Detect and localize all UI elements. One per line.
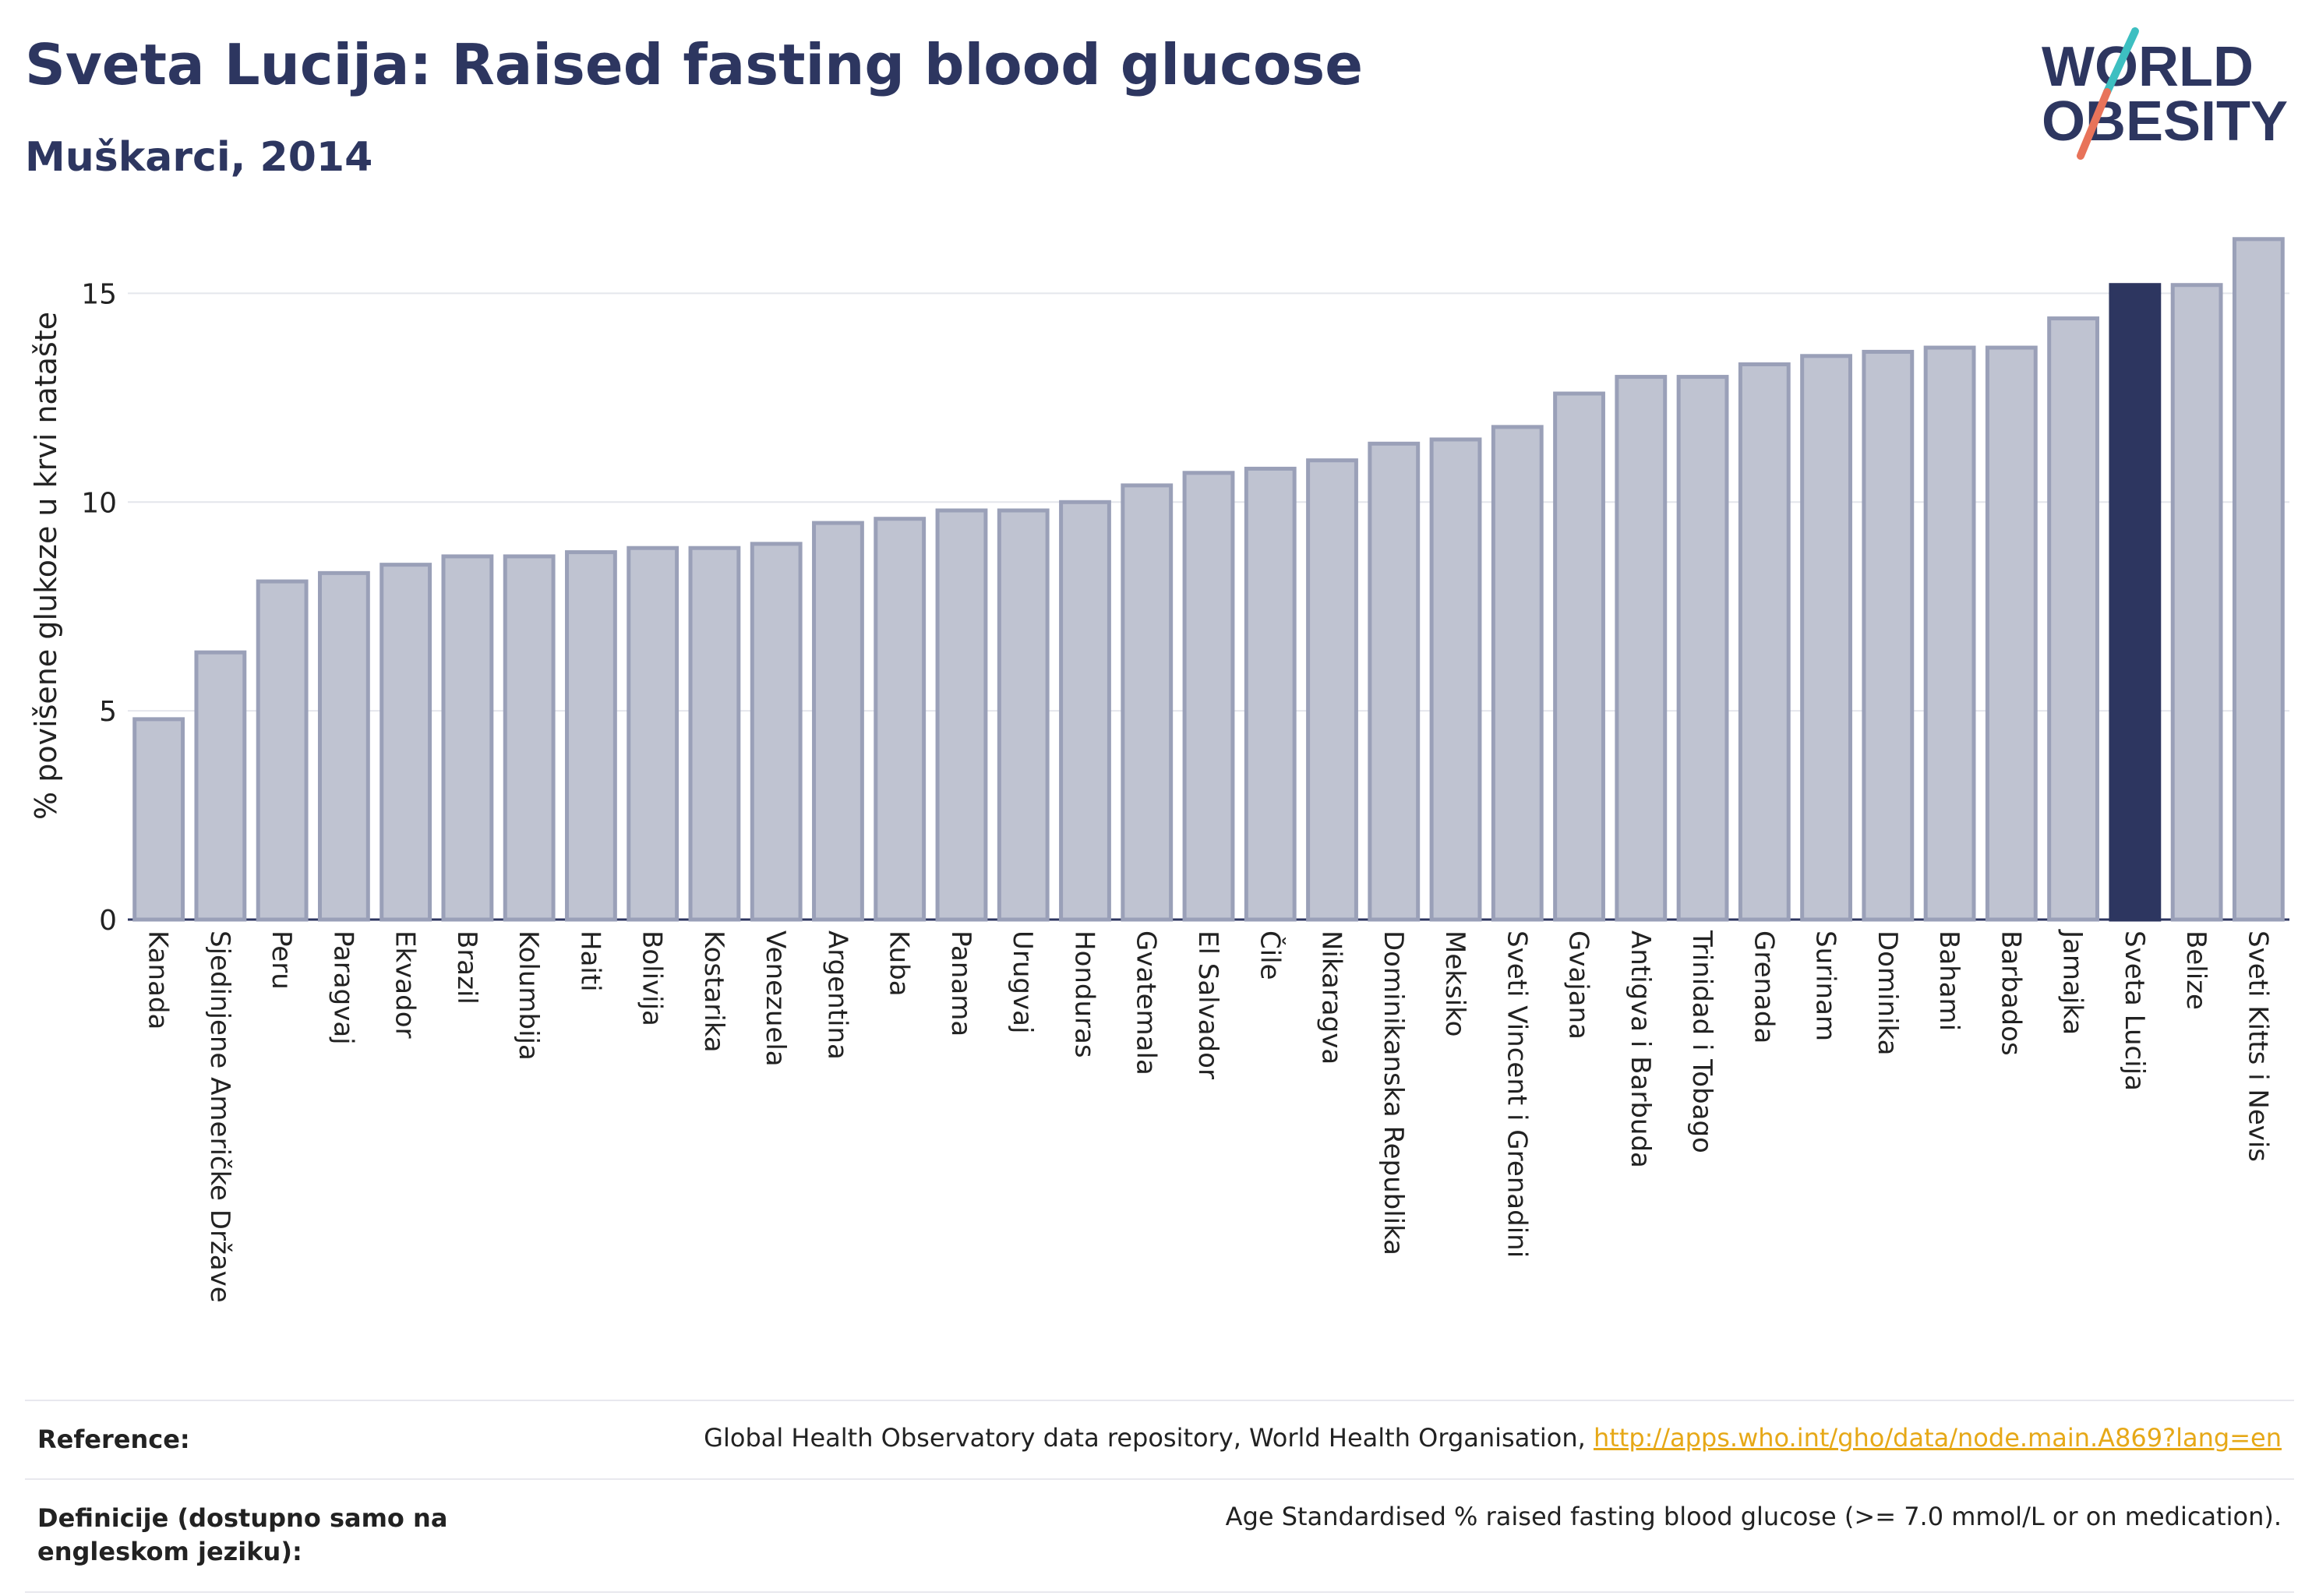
bar-16 [1121, 483, 1174, 922]
x-tick-label-25: Trinidad i Tobago [1686, 930, 1717, 1153]
x-tick-label-34: Sveti Kitts i Nevis [2242, 930, 2273, 1162]
reference-text: Global Health Observatory data repositor… [704, 1423, 1594, 1453]
footer-table: Reference: Global Health Observatory dat… [25, 1400, 2294, 1593]
reference-value: Global Health Observatory data repositor… [691, 1401, 2294, 1478]
bar-34 [2232, 237, 2285, 922]
bar-19 [1306, 458, 1358, 922]
logo-slash-red [2077, 88, 2111, 160]
bar-26 [1738, 362, 1791, 922]
x-tick-label-10: Venezuela [760, 930, 791, 1067]
bar-32 [2109, 283, 2162, 922]
y-tick-0: 0 [99, 905, 117, 937]
bar-21 [1429, 437, 1482, 922]
x-tick-label-2: Peru [266, 930, 297, 990]
x-tick-label-31: Jamajka [2057, 929, 2088, 1035]
x-tick-label-13: Panama [945, 930, 976, 1036]
x-tick-labels: Kanada Sjedinjene Američke Države Peru Para… [143, 929, 2274, 1303]
bar-12 [874, 517, 927, 922]
page-title: Sveta Lucija: Raised fasting blood gluco… [25, 32, 1364, 97]
y-tick-5: 5 [99, 696, 117, 728]
reference-row: Reference: Global Health Observatory dat… [25, 1400, 2294, 1478]
x-tick-label-21: Meksiko [1439, 930, 1470, 1036]
bar-25 [1676, 375, 1729, 922]
y-tick-10: 10 [81, 487, 117, 519]
bar-31 [2047, 316, 2100, 922]
x-tick-label-27: Surinam [1810, 930, 1841, 1041]
bar-8 [627, 546, 679, 922]
x-tick-label-32: Sveta Lucija [2119, 930, 2150, 1091]
bar-5 [441, 554, 494, 922]
y-tick-15: 15 [81, 278, 117, 310]
x-tick-label-11: Argentina [821, 930, 852, 1060]
bar-27 [1800, 354, 1852, 922]
x-tick-label-17: El Salvador [1192, 930, 1223, 1079]
bar-15 [1059, 500, 1111, 922]
x-tick-label-7: Haiti [574, 930, 605, 992]
bar-chart: 0 5 10 15 Kanada Sjedinjene Američke Države P… [29, 237, 2289, 1303]
y-axis-label: % povišene glukoze u krvi natašte [29, 312, 63, 820]
x-tick-label-18: Čile [1254, 930, 1286, 980]
logo-slash-teal [2103, 27, 2139, 96]
bar-29 [1923, 345, 1976, 922]
bar-14 [997, 508, 1050, 922]
world-obesity-logo: WORLD OBESITY [2042, 27, 2288, 160]
x-tick-label-19: Nikaragva [1316, 930, 1347, 1065]
x-tick-label-29: Bahami [1933, 930, 1964, 1031]
x-tick-label-5: Brazil [451, 930, 482, 1005]
logo-line1: WORLD [2042, 36, 2254, 98]
bar-30 [1985, 345, 2038, 922]
bar-9 [688, 546, 741, 922]
bar-0 [132, 717, 185, 922]
x-tick-label-23: Gvajana [1563, 930, 1594, 1040]
x-tick-label-3: Paragvaj [327, 930, 358, 1045]
bar-10 [750, 542, 803, 922]
bar-7 [565, 550, 617, 922]
bar-24 [1615, 375, 1668, 922]
bar-18 [1244, 466, 1297, 922]
logo-line2: OBESITY [2042, 90, 2288, 153]
x-tick-label-14: Urugvaj [1007, 930, 1038, 1033]
bar-1 [194, 650, 247, 922]
x-tick-label-4: Ekvador [390, 930, 421, 1039]
bar-6 [503, 554, 556, 922]
x-tick-label-22: Sveti Vincent i Grenadini [1501, 930, 1532, 1258]
x-tick-label-15: Honduras [1068, 930, 1100, 1058]
bar-33 [2170, 283, 2223, 922]
page-subtitle: Muškarci, 2014 [25, 134, 373, 181]
bars [132, 237, 2285, 922]
bar-28 [1862, 349, 1915, 922]
definition-label: Definicije (dostupno samo na engleskom j… [37, 1503, 448, 1567]
bar-23 [1553, 391, 1605, 922]
x-tick-label-28: Dominika [1872, 930, 1903, 1055]
bar-13 [935, 508, 988, 922]
bar-17 [1182, 471, 1235, 922]
bar-22 [1491, 425, 1544, 922]
x-tick-label-30: Barbados [1995, 930, 2026, 1056]
y-tick-labels: 0 5 10 15 [81, 278, 117, 937]
bar-4 [379, 563, 432, 922]
definition-row: Definicije (dostupno samo na engleskom j… [25, 1478, 2294, 1593]
reference-link[interactable]: http://apps.who.int/gho/data/node.main.A… [1593, 1423, 2282, 1453]
bar-2 [256, 579, 309, 922]
bar-3 [317, 570, 370, 922]
reference-label: Reference: [37, 1425, 190, 1454]
x-tick-label-26: Grenada [1748, 930, 1779, 1043]
x-tick-label-33: Belize [2180, 930, 2211, 1010]
definition-value: Age Standardised % raised fasting blood … [1225, 1502, 2282, 1532]
x-tick-label-9: Kostarika [698, 930, 729, 1053]
bar-20 [1368, 441, 1421, 922]
x-tick-label-6: Kolumbija [513, 930, 544, 1061]
x-tick-label-8: Bolivija [637, 930, 668, 1026]
x-tick-label-24: Antigva i Barbuda [1625, 930, 1656, 1168]
x-tick-label-0: Kanada [143, 930, 174, 1029]
x-tick-label-1: Sjedinjene Američke Države [204, 930, 235, 1303]
x-tick-label-20: Dominikanska Republika [1378, 930, 1409, 1255]
bar-11 [812, 521, 864, 922]
x-tick-label-16: Gvatemala [1131, 930, 1162, 1075]
x-tick-label-12: Kuba [884, 930, 915, 997]
